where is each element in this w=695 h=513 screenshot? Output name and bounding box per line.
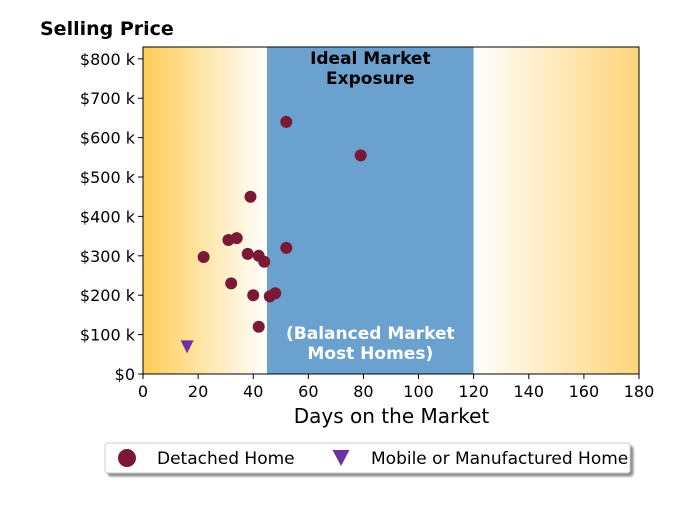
background-zone-1: [267, 47, 474, 374]
plot-frame: [142, 46, 640, 375]
point-0-3: [230, 232, 243, 245]
point-0-5: [244, 190, 257, 203]
x-tick-label-0: 0: [138, 382, 148, 401]
x-tick-label-7: 140: [514, 382, 545, 401]
point-0-9: [258, 255, 271, 268]
background-zone-0: [143, 47, 267, 374]
y-tick-label-7: $700 k: [80, 89, 136, 108]
legend-marker-detached: [118, 449, 136, 467]
y-tick-label-6: $600 k: [80, 129, 136, 148]
background-zone-2: [473, 47, 639, 374]
x-tick-label-9: 180: [624, 382, 655, 401]
x-tick-label-4: 80: [353, 382, 373, 401]
point-0-14: [354, 149, 367, 162]
x-tick-label-8: 160: [569, 382, 600, 401]
x-tick-label-2: 40: [243, 382, 263, 401]
chart-title: Selling Price: [40, 18, 174, 40]
legend-box: [104, 442, 631, 474]
zone-label-bottom-line-1: Most Homes): [307, 344, 433, 364]
point-0-8: [252, 320, 265, 333]
y-tick-label-2: $200 k: [80, 286, 136, 305]
y-tick-label-1: $100 k: [80, 326, 136, 345]
point-1-0: [180, 340, 194, 354]
y-axis: $0 $100 k $200 k $300 k $400 k $500 k $600 k $7…: [80, 50, 143, 384]
zone-label-top-line-1: Exposure: [326, 69, 415, 89]
background-zones: [143, 47, 639, 374]
point-0-13: [280, 241, 293, 254]
legend-label-detached: Detached Home: [157, 449, 295, 469]
zone-label-top-line-0: Ideal Market: [310, 49, 431, 69]
point-0-11: [269, 287, 282, 300]
x-axis-title: Days on the Market: [294, 404, 490, 428]
y-tick-label-3: $300 k: [80, 247, 136, 266]
data-points: [180, 115, 367, 354]
y-tick-label-5: $500 k: [80, 168, 136, 187]
zone-label-bottom-line-0: (Balanced Market: [286, 324, 455, 344]
point-0-0: [197, 250, 210, 263]
legend: Detached Home Mobile or Manufactured Hom…: [104, 442, 631, 474]
y-tick-label-8: $800 k: [80, 50, 136, 69]
legend-marker-mobile: [332, 450, 350, 466]
point-0-12: [280, 115, 293, 128]
y-tick-label-0: $0: [115, 365, 135, 384]
x-axis: 0 20 40 60 80 100 120 140 160 180: [138, 374, 654, 401]
x-tick-label-6: 120: [458, 382, 489, 401]
point-0-6: [247, 289, 260, 302]
y-tick-label-4: $400 k: [80, 207, 136, 226]
x-tick-label-5: 100: [403, 382, 434, 401]
point-0-4: [241, 247, 254, 260]
legend-label-mobile: Mobile or Manufactured Home: [371, 449, 628, 469]
x-tick-label-1: 20: [188, 382, 208, 401]
point-0-2: [225, 277, 238, 290]
x-tick-label-3: 60: [298, 382, 318, 401]
